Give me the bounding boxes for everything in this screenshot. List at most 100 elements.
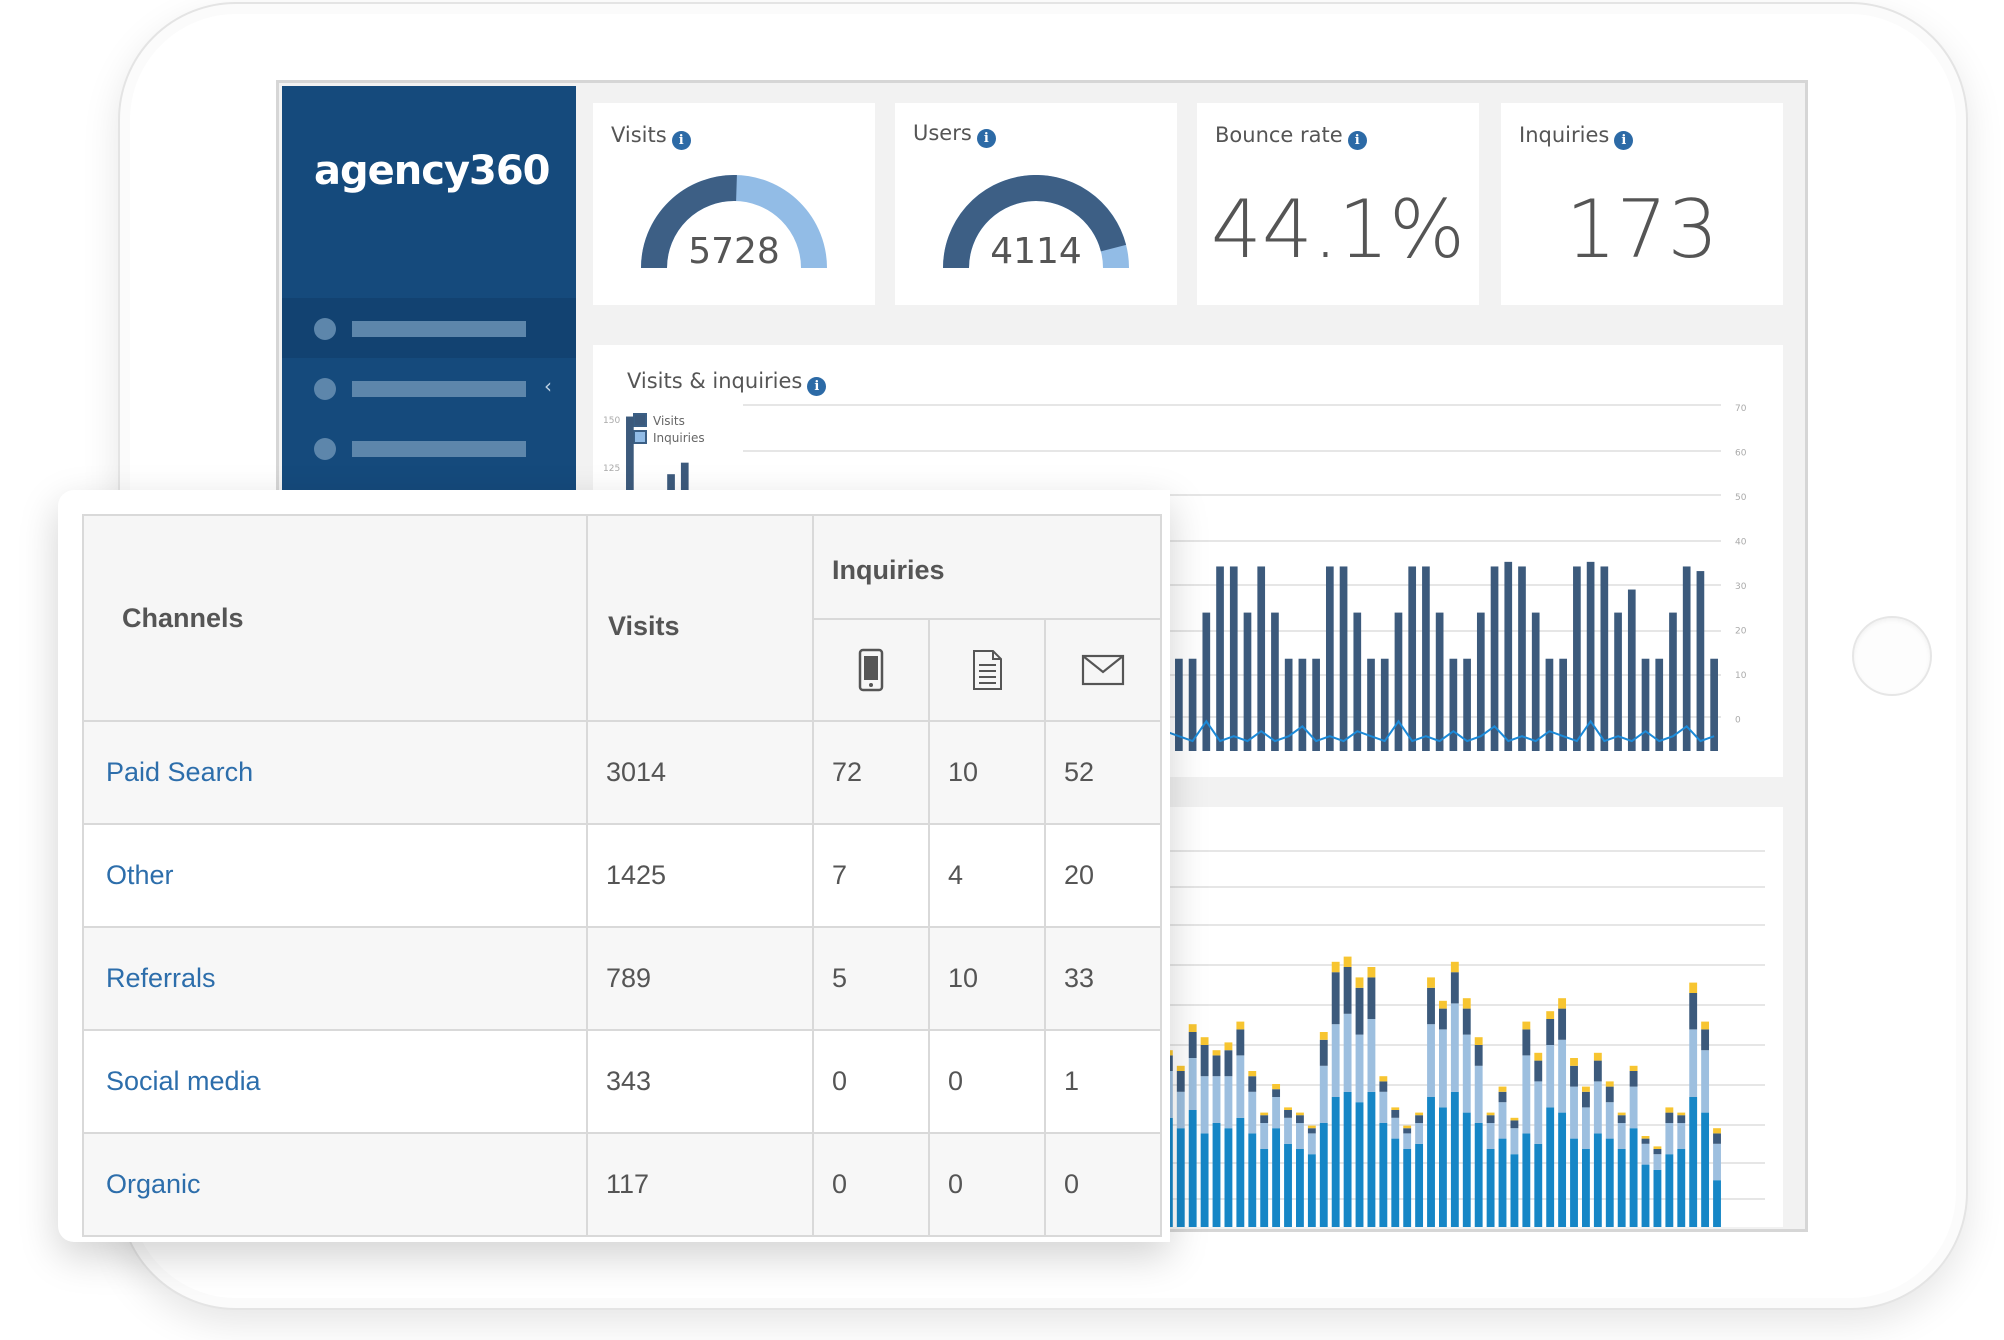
stacked-bar-segment <box>1605 1081 1614 1087</box>
stacked-bar-segment <box>1570 1065 1578 1087</box>
form-inquiries-cell: 10 <box>928 926 1046 1031</box>
column-header-phone[interactable] <box>812 618 930 722</box>
visits-bar <box>1229 566 1238 751</box>
y-right-tick-label: 10 <box>1735 671 1747 681</box>
stacked-bar-segment <box>1617 1112 1626 1116</box>
channel-name-link[interactable]: Social media <box>82 1029 588 1134</box>
kpi-label: Users <box>913 121 972 145</box>
legend-item-inquiries[interactable]: Inquiries <box>633 430 705 447</box>
stacked-bar-segment <box>1558 1008 1567 1040</box>
info-icon[interactable]: i <box>807 377 827 396</box>
column-header-email[interactable] <box>1044 618 1162 722</box>
stacked-bar-segment <box>1200 1045 1209 1077</box>
sidebar-item-1[interactable] <box>282 298 576 358</box>
stacked-bar-segment <box>1248 1091 1257 1134</box>
form-inquiries-cell: 4 <box>928 823 1046 928</box>
stacked-bar-segment <box>1248 1076 1257 1092</box>
visits-bar <box>1696 571 1705 751</box>
table-row[interactable]: Other 1425 7 4 20 <box>82 823 1162 928</box>
kpi-title: Inquiries i <box>1519 123 1634 150</box>
sidebar-item-label-placeholder <box>352 381 526 397</box>
y-right-tick-label: 50 <box>1735 493 1747 503</box>
stacked-bar-segment <box>1200 1133 1209 1227</box>
table-row[interactable]: Organic 117 0 0 0 <box>82 1132 1162 1237</box>
stacked-bar-segment <box>1665 1123 1674 1155</box>
visits-bar <box>1298 658 1307 751</box>
stacked-bar-segment <box>1522 1055 1531 1134</box>
stacked-bar-segment <box>1188 1058 1197 1110</box>
chevron-left-icon[interactable]: ‹ <box>544 374 552 398</box>
stacked-bar-segment <box>1713 1133 1721 1144</box>
stacked-bar-segment <box>1403 1125 1412 1129</box>
y-right-tick-label: 40 <box>1735 538 1747 548</box>
legend-label: Inquiries <box>653 431 705 445</box>
phone-inquiries-cell: 0 <box>812 1029 930 1134</box>
stacked-bar-segment <box>1629 1086 1638 1129</box>
legend-item-visits[interactable]: Visits <box>633 413 705 430</box>
stacked-bar-segment <box>1486 1149 1495 1227</box>
phone-inquiries-cell: 72 <box>812 720 930 825</box>
column-header-channels[interactable]: Channels <box>82 514 588 722</box>
stacked-bar-segment <box>1677 1112 1686 1116</box>
kpi-value: 4114 <box>990 231 1082 272</box>
kpi-label: Visits <box>611 123 667 147</box>
stacked-bar-segment <box>1319 1039 1328 1066</box>
visits-bar <box>1641 658 1650 751</box>
visits-bar <box>1312 658 1320 751</box>
stacked-bar-segment <box>1558 1112 1567 1227</box>
stacked-bar-segment <box>1260 1112 1269 1116</box>
visits-cell: 3014 <box>586 720 814 825</box>
stacked-bar-segment <box>1450 961 1459 973</box>
stacked-bar-segment <box>1474 1045 1483 1066</box>
info-icon[interactable]: i <box>1614 131 1634 150</box>
stacked-bar-segment <box>1701 1050 1710 1113</box>
stacked-bar-segment <box>1343 956 1352 967</box>
stacked-bar-segment <box>1403 1149 1412 1227</box>
table-row[interactable]: Social media 343 0 0 1 <box>82 1029 1162 1134</box>
stacked-bar-segment <box>1701 1029 1710 1051</box>
visits-bar <box>1490 566 1499 751</box>
stacked-bar-segment <box>1307 1133 1316 1155</box>
sidebar-item-2[interactable]: ‹ <box>282 358 576 418</box>
y-left-tick-label: 125 <box>603 464 620 474</box>
stacked-bar-segment <box>1427 987 1435 1025</box>
stacked-bar-segment <box>1307 1125 1316 1129</box>
column-header-form[interactable] <box>928 618 1046 722</box>
stacked-bar-segment <box>1522 1029 1531 1056</box>
stacked-bar-segment <box>1701 1021 1710 1030</box>
info-icon[interactable]: i <box>976 129 996 148</box>
visits-bar <box>1422 566 1430 751</box>
channel-name-link[interactable]: Other <box>82 823 588 928</box>
info-icon[interactable]: i <box>671 131 691 150</box>
visits-bar <box>1586 561 1595 751</box>
channel-name-link[interactable]: Paid Search <box>82 720 588 825</box>
info-icon[interactable]: i <box>1347 131 1367 150</box>
table-row[interactable]: Paid Search 3014 72 10 52 <box>82 720 1162 825</box>
stacked-bar-segment <box>1200 1037 1209 1045</box>
column-header-visits[interactable]: Visits <box>586 514 814 722</box>
visits-bar <box>1614 612 1622 751</box>
stacked-bar-segment <box>1272 1089 1281 1097</box>
stacked-bar-segment <box>1510 1128 1519 1155</box>
envelope-icon <box>1081 655 1125 686</box>
stacked-bar-segment <box>1522 1021 1531 1030</box>
stacked-bar-segment <box>1665 1154 1674 1227</box>
table-row[interactable]: Referrals 789 5 10 33 <box>82 926 1162 1031</box>
stacked-bar-segment <box>1224 1050 1233 1077</box>
channel-name-link[interactable]: Organic <box>82 1132 588 1237</box>
channel-name-link[interactable]: Referrals <box>82 926 588 1031</box>
stacked-bar-segment <box>1510 1154 1519 1227</box>
stacked-bar-segment <box>1224 1042 1233 1051</box>
stacked-bar-segment <box>1236 1117 1245 1227</box>
app-logo[interactable]: agency360 <box>314 148 551 194</box>
legend-label: Visits <box>653 414 685 428</box>
home-button[interactable] <box>1852 616 1932 696</box>
form-inquiries-cell: 0 <box>928 1029 1046 1134</box>
y-right-tick-label: 30 <box>1735 582 1747 592</box>
visits-cell: 343 <box>586 1029 814 1134</box>
stacked-bar-segment <box>1415 1112 1424 1116</box>
y-right-tick-label: 60 <box>1735 449 1747 459</box>
gauge-fill <box>943 175 1127 269</box>
sidebar-item-3[interactable] <box>282 418 576 478</box>
chart-title: Visits & inquiries i <box>627 369 827 396</box>
